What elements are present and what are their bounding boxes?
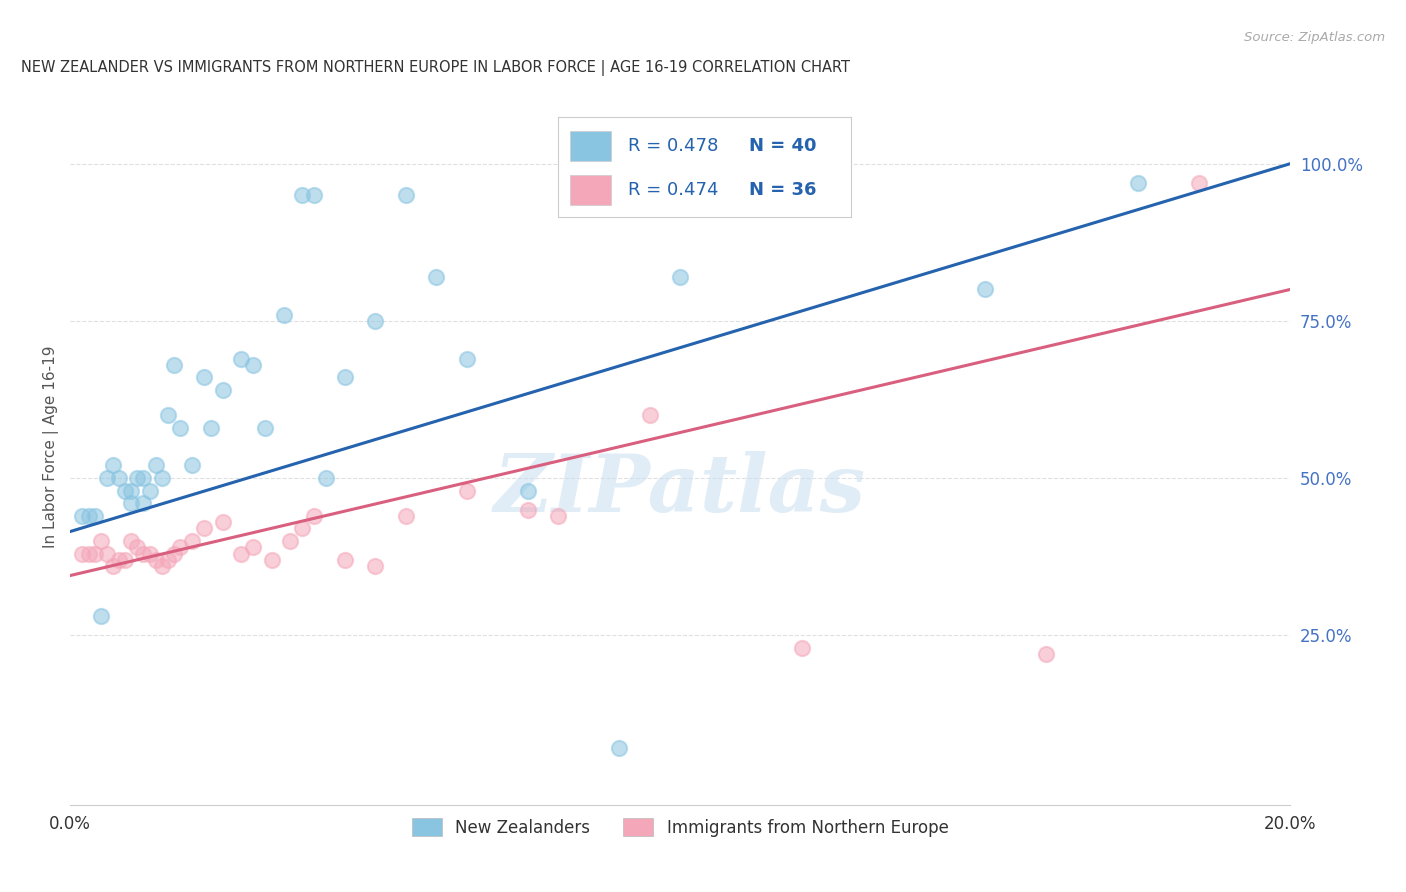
Point (260, 553, 283, 567)
Point (364, 559, 387, 574)
Point (456, 483, 478, 498)
Point (669, 269, 692, 284)
Point (132, 547, 155, 561)
Point (456, 351, 478, 366)
Text: ZIPatlas: ZIPatlas (494, 450, 866, 528)
Point (150, 559, 173, 574)
Point (1188, 176, 1211, 190)
Point (181, 533, 204, 548)
Point (200, 421, 222, 435)
Point (291, 188, 314, 202)
Point (425, 269, 447, 284)
Point (120, 496, 142, 510)
Point (395, 188, 418, 202)
Point (72, 547, 94, 561)
Text: NEW ZEALANDER VS IMMIGRANTS FROM NORTHERN EUROPE IN LABOR FORCE | AGE 16-19 CORR: NEW ZEALANDER VS IMMIGRANTS FROM NORTHER… (21, 60, 851, 76)
Point (516, 483, 538, 498)
Point (163, 358, 186, 372)
Point (638, 408, 661, 422)
Point (229, 547, 252, 561)
Point (302, 508, 325, 523)
Point (132, 496, 155, 510)
Point (145, 458, 167, 473)
Point (132, 471, 155, 485)
Point (156, 553, 179, 567)
Point (77, 508, 100, 523)
Point (333, 553, 356, 567)
Legend: New Zealanders, Immigrants from Northern Europe: New Zealanders, Immigrants from Northern… (405, 812, 955, 843)
Point (364, 314, 387, 328)
Point (242, 540, 264, 554)
Point (96, 471, 118, 485)
Point (77, 547, 100, 561)
Point (193, 521, 215, 535)
Point (150, 471, 173, 485)
Point (145, 553, 167, 567)
Point (72, 508, 94, 523)
Point (101, 458, 124, 473)
Point (302, 188, 325, 202)
Point (114, 483, 136, 498)
Point (138, 483, 160, 498)
Point (163, 547, 186, 561)
Point (193, 370, 215, 384)
Point (254, 421, 277, 435)
Point (273, 308, 295, 322)
Point (114, 553, 136, 567)
Point (974, 283, 997, 297)
Point (547, 508, 569, 523)
Point (242, 358, 264, 372)
Point (792, 640, 814, 655)
Point (315, 471, 337, 485)
Point (607, 741, 630, 756)
Point (90, 609, 112, 624)
Point (291, 521, 314, 535)
Point (181, 458, 204, 473)
Point (211, 383, 233, 397)
Point (101, 559, 124, 574)
Point (108, 471, 131, 485)
Text: Source: ZipAtlas.com: Source: ZipAtlas.com (1244, 31, 1385, 45)
Point (333, 370, 356, 384)
Point (138, 547, 160, 561)
Point (1035, 647, 1057, 661)
Point (169, 421, 191, 435)
Point (127, 540, 149, 554)
Point (83, 508, 105, 523)
Point (229, 351, 252, 366)
Point (395, 508, 418, 523)
Point (83, 547, 105, 561)
Point (120, 533, 142, 548)
Point (96, 547, 118, 561)
Point (1126, 176, 1149, 190)
Point (90, 533, 112, 548)
Point (516, 502, 538, 516)
Point (156, 408, 179, 422)
Point (108, 553, 131, 567)
Point (127, 471, 149, 485)
Point (278, 533, 301, 548)
Point (169, 540, 191, 554)
Point (211, 515, 233, 529)
Y-axis label: In Labor Force | Age 16-19: In Labor Force | Age 16-19 (44, 345, 59, 548)
Point (120, 483, 142, 498)
